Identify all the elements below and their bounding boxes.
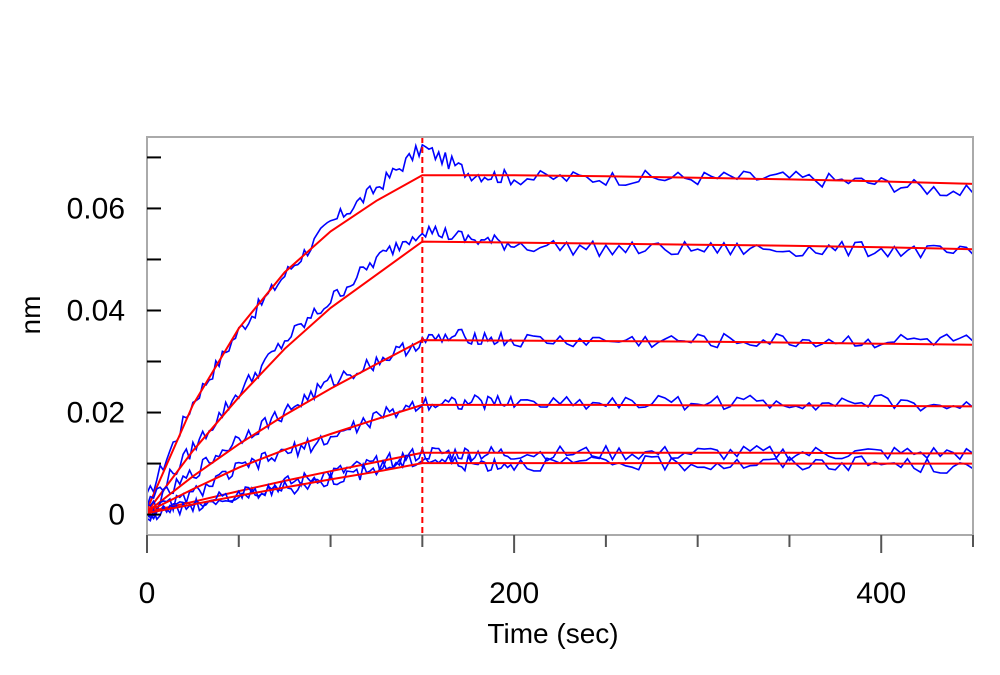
y-tick-label: 0.06 [67, 192, 125, 225]
y-axis-title: nm [15, 296, 46, 335]
measured-curve-2 [146, 224, 974, 507]
measured-curve-1 [146, 142, 974, 495]
measured-curve-6 [146, 453, 974, 522]
fit-curve-1 [146, 174, 974, 510]
fit-curve-4 [146, 403, 974, 513]
axis-layer: 0 0.02 0.04 0.06 0 200 400 [67, 156, 974, 610]
x-axis-title: Time (sec) [487, 618, 618, 649]
measured-curve-3 [146, 328, 974, 511]
x-tick-label: 400 [856, 577, 906, 610]
y-tick-label: 0.02 [67, 397, 125, 430]
y-tick-label: 0 [108, 499, 125, 532]
x-tick-label: 200 [489, 577, 539, 610]
plot-frame [146, 136, 974, 536]
fit-curve-6 [146, 462, 973, 515]
x-tick-label: 0 [139, 577, 156, 610]
y-tick-label: 0.04 [67, 294, 125, 327]
